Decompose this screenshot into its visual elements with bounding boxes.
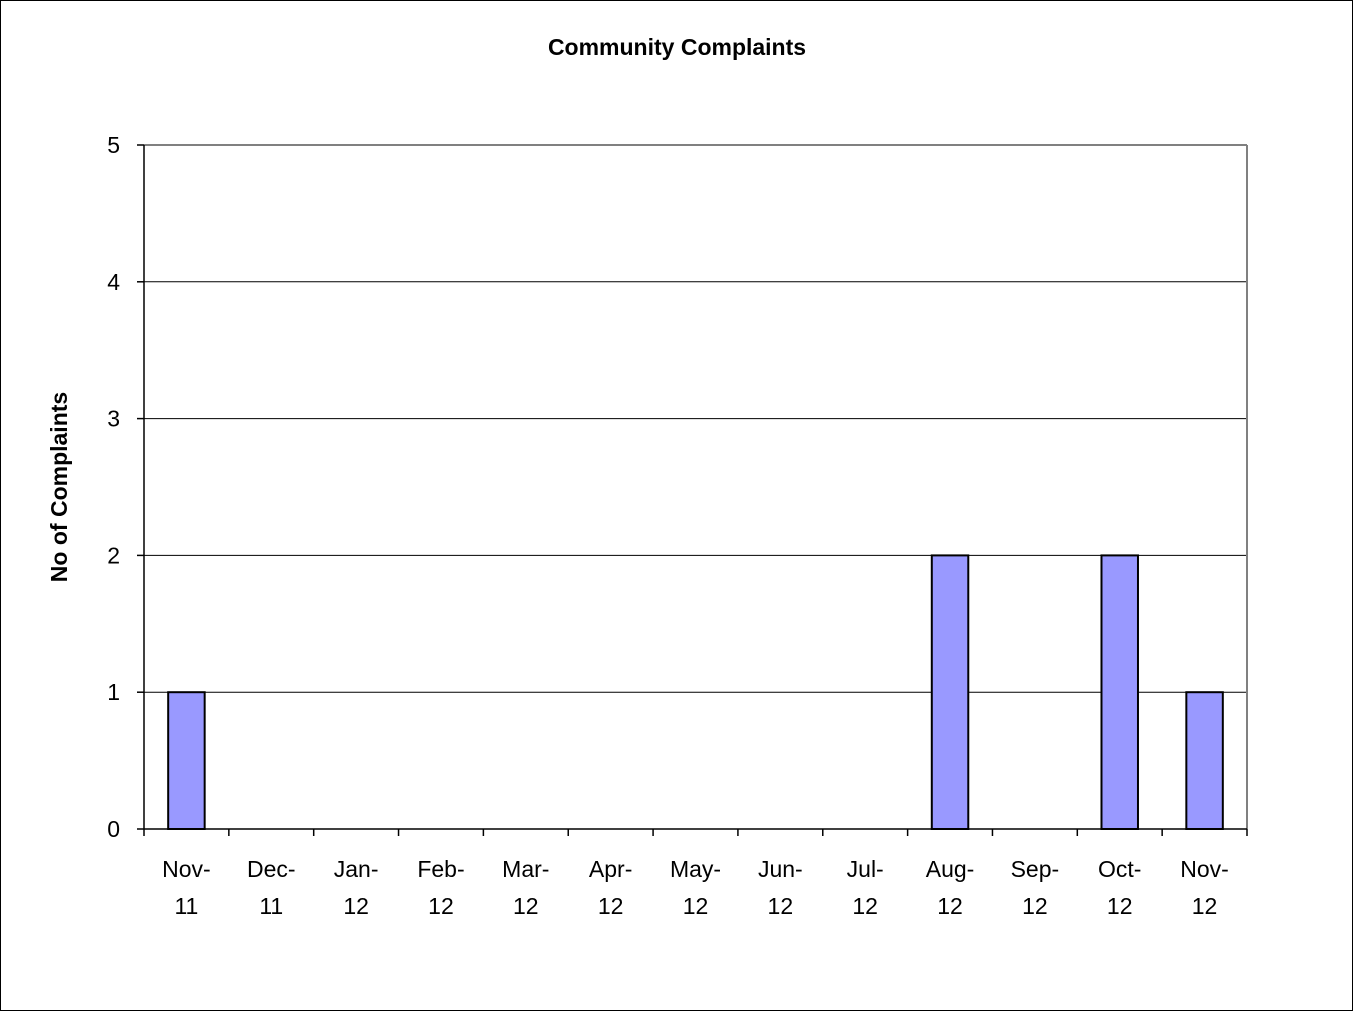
- x-tick-label-line: Aug-: [926, 856, 975, 882]
- y-tick-label: 2: [107, 542, 120, 568]
- bar: [930, 554, 970, 831]
- x-tick-label-line: Nov-: [162, 856, 211, 882]
- x-tick-label-line: Nov-: [1180, 856, 1229, 882]
- x-tick-label-line: 12: [768, 893, 794, 919]
- y-tick-labels: 0 1 2 3 4 5: [107, 132, 120, 842]
- x-tick-label-line: Dec-: [247, 856, 296, 882]
- x-tick-label-line: 11: [259, 893, 283, 919]
- bar: [1100, 554, 1139, 831]
- x-tick-label: Jul- 12: [847, 856, 884, 919]
- x-tick-label-line: 12: [937, 893, 963, 919]
- x-tick-label: Aug- 12: [926, 856, 975, 919]
- x-tick-label-line: Jul-: [847, 856, 884, 882]
- x-tick-labels: Nov-11Dec-11Jan-12Feb-12Mar-12Apr-12May-…: [162, 856, 1229, 919]
- x-tick-label-line: Sep-: [1011, 856, 1060, 882]
- y-tick-label: 1: [107, 679, 120, 705]
- x-tick-label: May- 12: [670, 856, 721, 919]
- x-tick-label: Nov- 11: [162, 856, 211, 919]
- x-tick-label-line: 12: [1107, 893, 1133, 919]
- y-tick-label: 5: [107, 132, 120, 158]
- x-tick-label: Mar- 12: [502, 856, 549, 919]
- bar: [167, 691, 206, 831]
- x-tick-label-line: 12: [1192, 893, 1218, 919]
- x-tick-label: Jan- 12: [334, 856, 379, 919]
- bar: [1185, 691, 1224, 831]
- x-tick-label-line: Apr-: [589, 856, 632, 882]
- x-tick-label-line: 12: [683, 893, 709, 919]
- x-tick-label: Apr- 12: [589, 856, 632, 919]
- x-tick-label-line: 12: [428, 893, 454, 919]
- x-tick-label-line: Oct-: [1098, 856, 1141, 882]
- x-tick-label: Dec- 11: [247, 856, 296, 919]
- y-axis-label: No of Complaints: [46, 392, 72, 582]
- axes: [137, 144, 1248, 836]
- x-tick-label: Feb- 12: [417, 856, 464, 919]
- x-tick-label-line: Jun-: [758, 856, 803, 882]
- y-tick-label: 3: [107, 406, 120, 432]
- x-tick-label: Sep- 12: [1011, 856, 1060, 919]
- x-tick-label-line: 11: [174, 893, 198, 919]
- x-tick-label: Oct- 12: [1098, 856, 1141, 919]
- x-tick-label-line: 12: [343, 893, 369, 919]
- x-tick-label-line: 12: [1022, 893, 1048, 919]
- x-tick-label-line: 12: [513, 893, 539, 919]
- x-tick-label-line: Mar-: [502, 856, 549, 882]
- x-tick-label-line: Jan-: [334, 856, 379, 882]
- y-tick-label: 0: [107, 816, 120, 842]
- x-tick-label: Jun- 12: [758, 856, 803, 919]
- x-tick-label: Nov- 12: [1180, 856, 1229, 919]
- x-tick-label-line: 12: [852, 893, 878, 919]
- gridlines: [144, 281, 1247, 693]
- y-tick-label: 4: [107, 269, 120, 295]
- chart-title: Community Complaints: [548, 34, 806, 60]
- x-tick-label-line: Feb-: [417, 856, 464, 882]
- x-tick-label-line: May-: [670, 856, 721, 882]
- x-tick-label-line: 12: [598, 893, 624, 919]
